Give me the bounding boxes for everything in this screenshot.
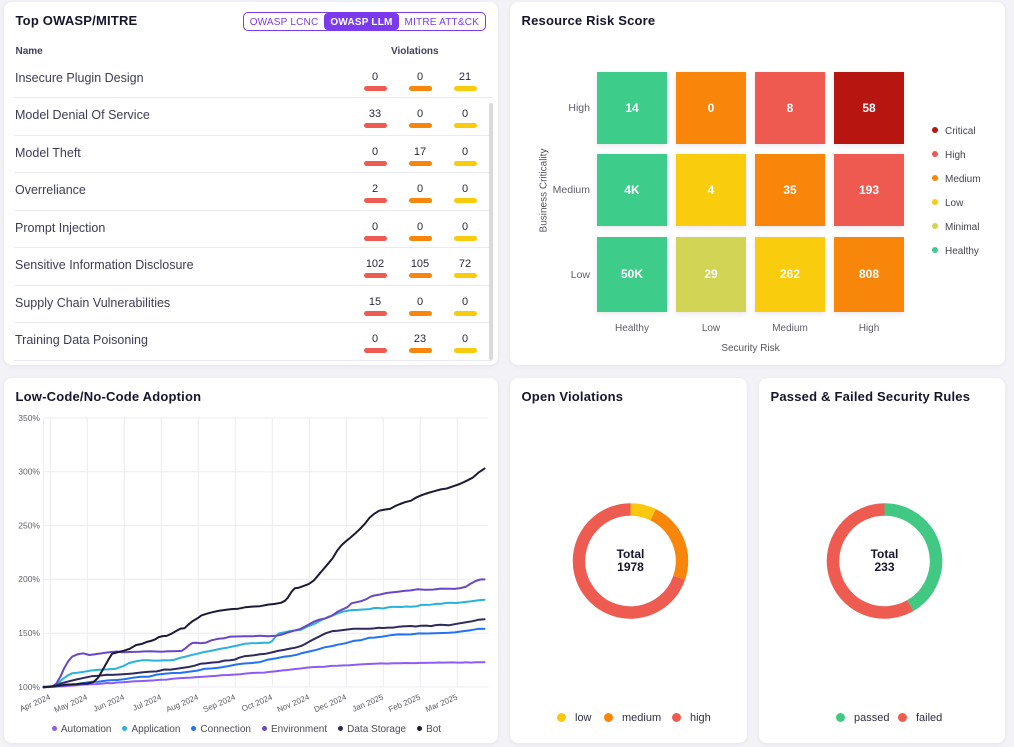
svg-text:Mar 2025: Mar 2025 [424,692,459,714]
svg-text:250%: 250% [18,520,40,530]
svg-text:Sep 2024: Sep 2024 [202,692,238,714]
svg-text:200%: 200% [18,574,40,584]
svg-text:Jul 2024: Jul 2024 [131,692,163,712]
svg-text:Nov 2024: Nov 2024 [276,692,312,714]
svg-text:350%: 350% [18,413,40,423]
svg-text:Dec 2024: Dec 2024 [313,692,349,714]
svg-text:Apr 2024: Apr 2024 [18,692,52,713]
svg-text:Jun 2024: Jun 2024 [92,692,126,713]
svg-text:Jan 2025: Jan 2025 [351,692,385,713]
svg-text:300%: 300% [18,467,40,477]
svg-text:Aug 2024: Aug 2024 [165,692,201,714]
svg-text:May 2024: May 2024 [53,692,89,714]
svg-text:100%: 100% [18,682,40,692]
svg-text:Oct 2024: Oct 2024 [240,692,274,713]
svg-text:150%: 150% [18,628,40,638]
svg-text:Feb 2025: Feb 2025 [387,692,422,714]
